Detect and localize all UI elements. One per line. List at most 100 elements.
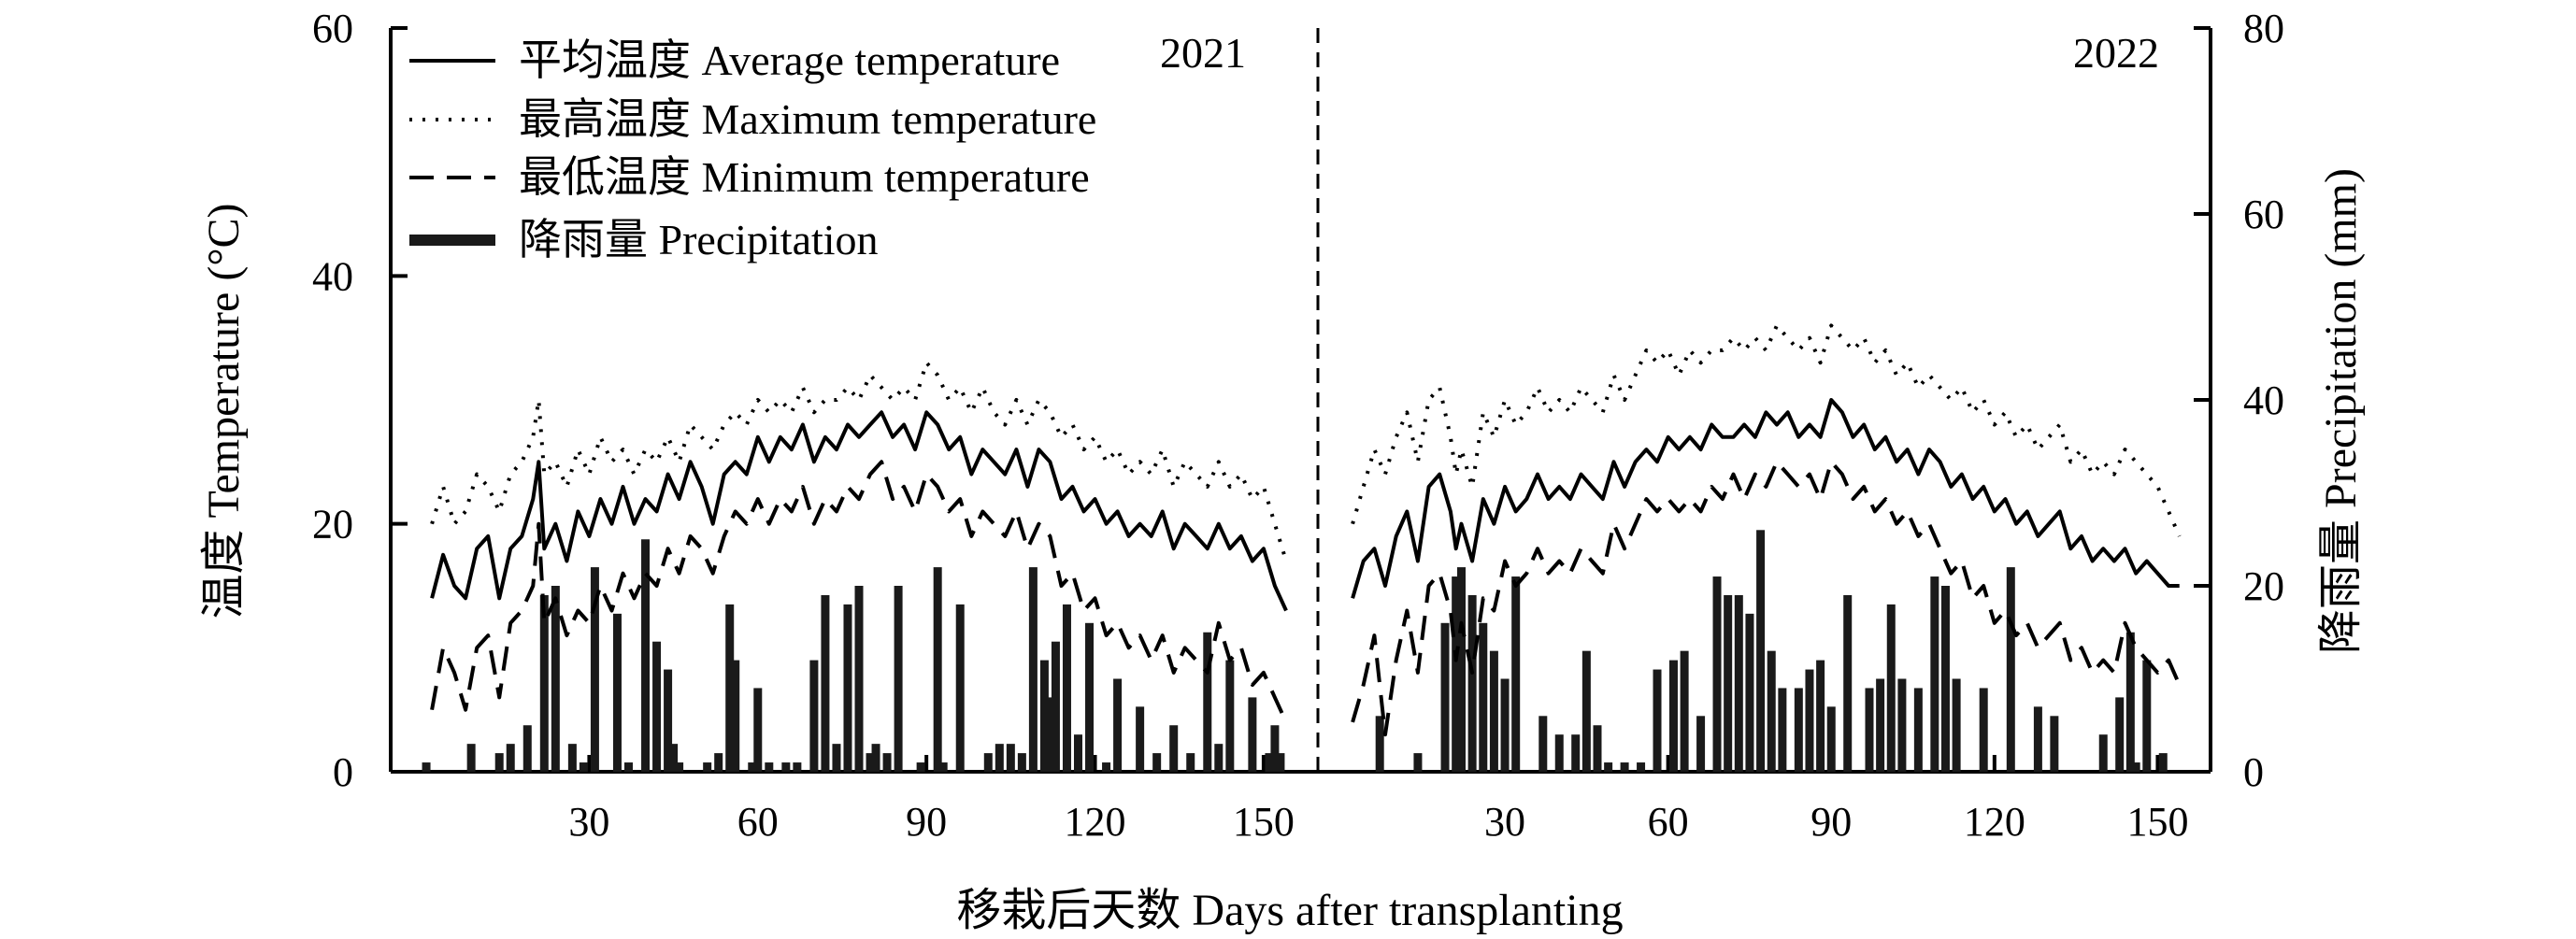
right-axis-label: 降雨量 Precipitation (mm) (2316, 168, 2366, 654)
precip-bar (731, 660, 740, 772)
precip-bar (2050, 716, 2059, 772)
precip-bar (1456, 567, 1466, 772)
precip-bar (1265, 753, 1274, 772)
precip-bar (2033, 706, 2042, 772)
precip-bar (748, 762, 757, 772)
precip-bar (623, 762, 633, 772)
precip-bar (703, 762, 712, 772)
precip-bar (1006, 744, 1015, 772)
precip-bar (1680, 650, 1689, 772)
precip-bar (1696, 716, 1706, 772)
precip-bar (2131, 762, 2140, 772)
min-temperature-line (430, 460, 1288, 723)
x-tick-label: 150 (1233, 799, 1295, 845)
precip-bar (1511, 576, 1521, 772)
x-tick-label: 90 (906, 799, 947, 845)
precip-bar (1604, 762, 1613, 772)
x-tick-label: 30 (568, 799, 609, 845)
precip-bar (809, 660, 819, 772)
precip-bar (1479, 622, 1488, 772)
precip-bar (781, 762, 791, 772)
legend: 平均温度 Average temperature 最高温度 Maximum te… (409, 36, 1096, 263)
precip-bar (871, 744, 880, 772)
precip-bar (1843, 594, 1853, 772)
year-label-2022: 2022 (2073, 29, 2159, 77)
right-tick-label: 0 (2243, 749, 2264, 795)
right-tick-label: 40 (2243, 377, 2284, 423)
precip-bar (590, 567, 599, 772)
precipitation-bars (422, 530, 2168, 772)
precip-bar (1073, 734, 1082, 772)
legend-label-minimum: 最低温度 Minimum temperature (519, 153, 1090, 201)
x-tick-label: 150 (2126, 799, 2188, 845)
precip-bar (2158, 753, 2168, 772)
precip-bar (567, 744, 577, 772)
precip-bar (1712, 576, 1722, 772)
x-tick-label: 60 (737, 799, 779, 845)
precip-bar (1930, 576, 1939, 772)
precip-bar (1865, 688, 1874, 772)
x-tick-label: 120 (1065, 799, 1126, 845)
precip-bar (916, 762, 925, 772)
precip-bar (2006, 567, 2015, 772)
left-tick-label: 40 (312, 253, 353, 299)
left-tick-label: 60 (312, 6, 353, 51)
precip-bar (579, 762, 588, 772)
right-tick-label: 80 (2243, 6, 2284, 51)
precip-bar (1952, 678, 1961, 772)
precip-bar (641, 539, 651, 772)
precip-bar (1467, 594, 1477, 772)
legend-label-average: 平均温度 Average temperature (519, 36, 1060, 84)
precip-bar (1186, 753, 1195, 772)
precip-bar (422, 762, 431, 772)
axes-layer (389, 26, 2212, 774)
precip-bar (1102, 762, 1111, 772)
precip-bar (1248, 697, 1257, 772)
precip-bar (1897, 678, 1907, 772)
avg-temperature-line (1351, 398, 2180, 599)
precip-bar (894, 586, 903, 772)
x-tick-label: 90 (1810, 799, 1852, 845)
precip-bar (2115, 697, 2125, 772)
precip-bar (1756, 530, 1766, 772)
precip-bar (1653, 669, 1662, 772)
precip-bar (1085, 622, 1095, 772)
x-tick-label: 120 (1964, 799, 2025, 845)
precip-bar (1152, 753, 1162, 772)
precip-bar (933, 567, 942, 772)
precip-bar (753, 688, 763, 772)
x-axis-label: 移栽后天数 Days after transplanting (956, 886, 1623, 935)
precip-bar (832, 744, 841, 772)
year-label-2021: 2021 (1160, 29, 1246, 77)
precip-bar (714, 753, 723, 772)
precip-bar (1734, 594, 1743, 772)
precip-bar (1571, 734, 1581, 772)
left-tick-label: 0 (333, 749, 353, 795)
precip-bar (1538, 716, 1548, 772)
precip-bar (1593, 725, 1602, 772)
max-temperature-line (1351, 323, 2182, 537)
precip-bar (995, 744, 1004, 772)
precip-bar (1979, 688, 1988, 772)
avg-temperature-line (430, 410, 1288, 612)
precip-bar (1778, 688, 1787, 772)
precip-bar (1375, 716, 1384, 772)
precip-bar (1413, 753, 1423, 772)
precip-bar (1620, 762, 1629, 772)
precip-bar (1886, 604, 1896, 772)
precip-bar (2142, 660, 2152, 772)
precip-bar (1225, 660, 1235, 772)
legend-label-precipitation: 降雨量 Precipitation (519, 216, 879, 263)
precip-bar (938, 762, 948, 772)
precip-bar (793, 762, 802, 772)
precip-bar (955, 604, 965, 772)
precip-bar (1581, 650, 1591, 772)
precip-bar (983, 753, 993, 772)
tick-labels: 0 20 40 60 0 20 40 60 80 30 60 90 120 150 30 60 90 120 150 (312, 6, 2284, 845)
precip-bar (675, 762, 684, 772)
precip-bar (1724, 594, 1733, 772)
precip-bar (725, 604, 735, 772)
precip-bar (882, 753, 892, 772)
precip-bar (1794, 688, 1803, 772)
left-tick-label: 20 (312, 502, 353, 548)
